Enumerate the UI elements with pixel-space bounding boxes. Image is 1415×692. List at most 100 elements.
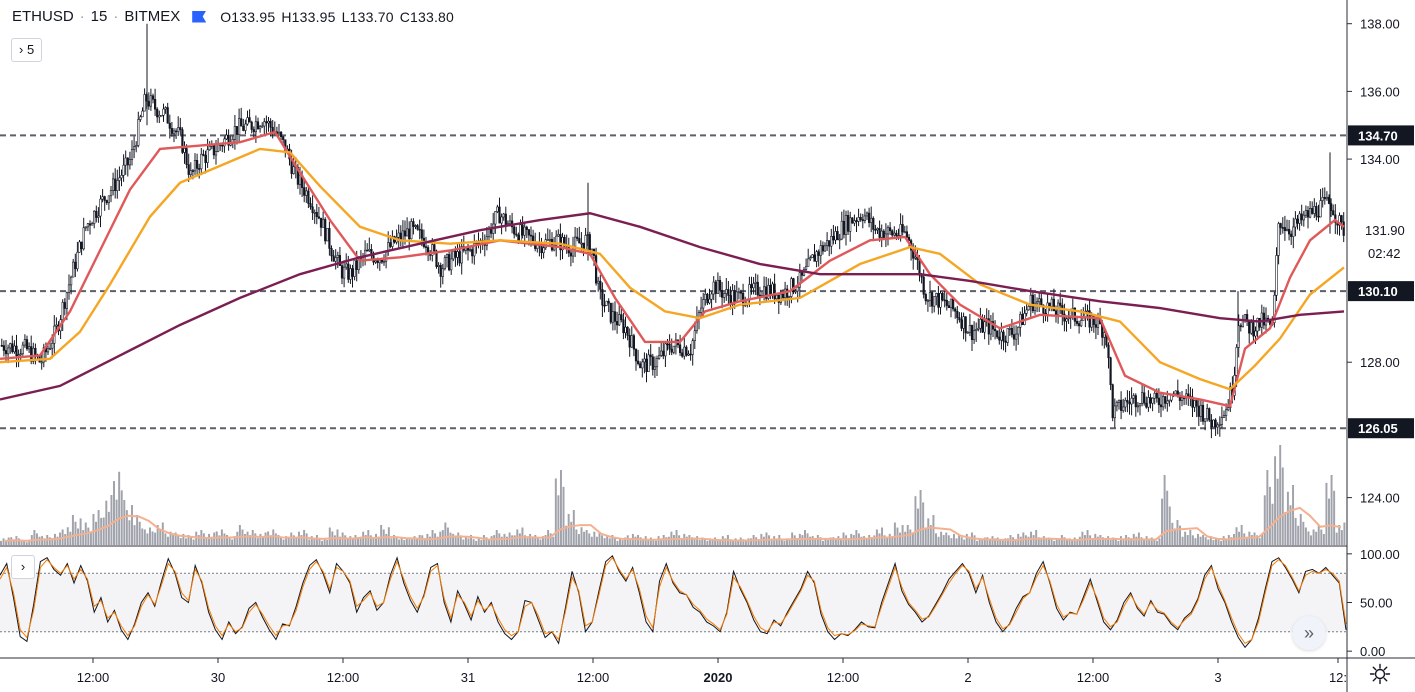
candle-body [678,344,682,354]
candle-body [112,178,115,191]
candle-body [34,347,37,356]
candle-body [636,360,640,364]
candle-body [870,217,873,223]
candle-body [179,127,182,130]
volume-bar [51,538,54,545]
candle-body [416,225,419,230]
volume-bar [1104,539,1107,545]
volume-bar [829,537,832,545]
volume-bar [5,540,8,545]
volume-bar [724,538,727,545]
candle-body [880,230,883,238]
volume-bar [1230,537,1233,545]
candle-body [238,118,241,135]
candle-body [378,259,381,264]
horizontal-levels[interactable] [0,134,1347,430]
volume-bar [1042,536,1045,545]
scroll-to-realtime-button[interactable]: » [1292,616,1326,650]
legend-separator: · [79,8,85,25]
volume-bar [796,538,799,545]
candle-body [1187,393,1190,397]
time-tick-label: 2020 [704,670,733,685]
volume-bar [1204,537,1207,545]
chart-legend: ETHUSD · 15 · BITMEX O133.95 H133.95 L13… [12,8,454,25]
candle-body [704,293,707,300]
volume-bar [1245,536,1248,545]
candle-body [914,256,917,259]
candle-body [1008,328,1011,330]
interval-label[interactable]: 15 [90,8,108,25]
volume-bar [264,532,267,545]
candle-body [1294,218,1297,228]
volume-bar [472,539,475,545]
volume-bar [693,539,696,545]
volume-bar [477,538,480,545]
flag-icon[interactable] [192,10,207,23]
volume-bar [1055,538,1058,545]
volume-bar [1109,540,1112,545]
volume-bar [570,521,573,545]
symbol-label[interactable]: ETHUSD [12,8,74,25]
candle-body [735,291,738,302]
indicators-toggle-button[interactable]: › 5 [11,38,43,62]
candle-body [613,311,617,322]
volume-bar [832,537,835,545]
volume-bar [955,538,958,545]
volume-bar [1117,540,1120,545]
candle-body [424,246,428,248]
candle-body [1168,399,1171,402]
volume-bar [403,540,406,545]
candle-body [584,235,587,250]
volume-bar [1256,535,1259,545]
volume-bar [1276,478,1279,545]
candle-body [718,279,722,291]
candle-body [256,121,260,130]
candle-body [1117,399,1121,403]
candle-body [664,343,667,357]
volume-bar [1194,538,1197,545]
candle-body [172,130,176,134]
volume-bar [413,536,416,545]
candle-body [970,325,974,340]
time-tick-label: 30 [211,670,225,685]
candle-body [893,232,896,236]
volume-bar [1304,527,1307,545]
candle-body [305,190,308,196]
volume-bar [351,538,354,545]
oscillator-toggle-button[interactable]: › [11,555,35,579]
candle-body [922,276,925,295]
candle-body [853,220,856,224]
volume-bar [1338,525,1341,545]
volume-bar [369,535,372,545]
candle-body [23,339,27,346]
candle-body [555,235,558,246]
candle-body [418,228,421,231]
candle-body [1054,310,1058,315]
volume-bar [611,535,614,545]
candle-body [51,343,54,349]
volume-bar [922,502,925,545]
volume-bar [482,535,485,545]
candle-body [86,223,89,228]
candle-body [433,244,436,252]
candle-body [504,213,507,226]
volume-bar [231,539,234,545]
ohlc-high: H133.95 [281,8,336,25]
axes[interactable]: 138.00 136.00 134.00 128.00 124.00 134.70 130.… [77,17,1414,685]
candle-body [1319,200,1322,218]
volume-bar [870,537,873,545]
candle-body [821,245,824,252]
candle-body [794,290,797,293]
candle-body [517,234,520,242]
time-tick-label: 12:00 [577,670,610,685]
candle-body [639,363,642,369]
time-tick-label: 12: [1329,670,1347,685]
gear-icon[interactable] [1368,662,1392,686]
volume-bar [1091,538,1094,545]
candle-body [298,174,302,185]
candle-body [1275,255,1278,296]
volume-bar [511,535,514,545]
volume-bar [17,538,20,545]
volume-bar [675,530,678,545]
